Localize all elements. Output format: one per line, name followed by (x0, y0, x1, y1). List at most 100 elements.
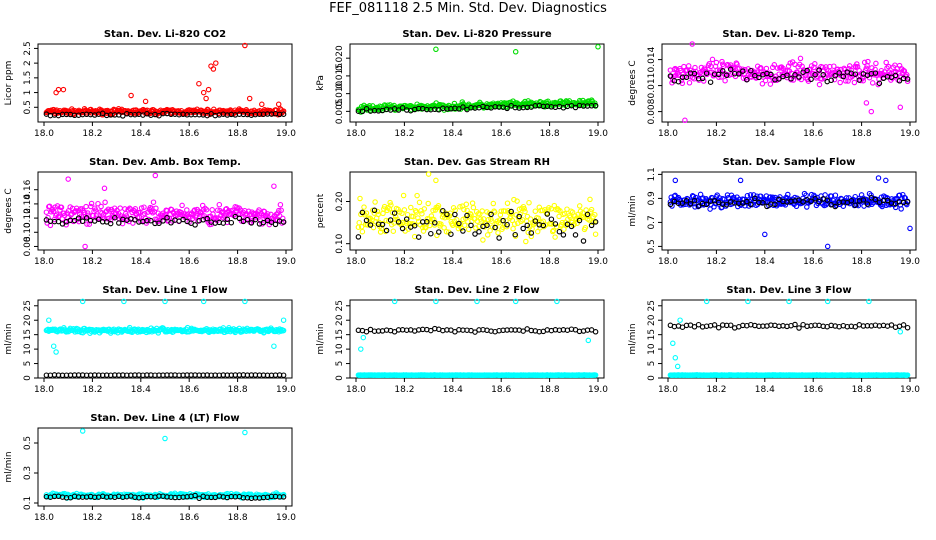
data-point-cyan (79, 298, 86, 305)
data-point-magenta (98, 203, 104, 210)
data-point-yellow (455, 225, 462, 232)
data-point-cyan (703, 298, 710, 305)
y-tick-label: 5 (335, 361, 345, 367)
data-point-magenta (141, 204, 147, 210)
data-point-black (892, 201, 899, 207)
data-point-magenta (837, 79, 843, 86)
data-point-black (836, 70, 842, 76)
data-point-magenta (276, 212, 283, 219)
plot-frame (661, 299, 917, 379)
data-point-black (244, 216, 251, 223)
y-tick-label: 1.1 (647, 167, 657, 181)
data-point-yellow (457, 204, 463, 210)
data-point-blue (907, 225, 913, 232)
y-tick-label: 0.16 (23, 179, 33, 199)
data-point-yellow (441, 225, 447, 231)
data-point-red (128, 92, 134, 99)
data-point-black (500, 217, 506, 224)
data-point-black (796, 74, 802, 80)
data-point-magenta (759, 81, 766, 87)
data-point-magenta (854, 61, 860, 67)
data-point-black (580, 238, 587, 244)
data-point-magenta (831, 63, 837, 69)
x-tick-label: 18.4 (755, 257, 775, 267)
y-axis-label: ml/min (4, 323, 14, 354)
data-point-magenta (869, 80, 876, 86)
data-point-red (203, 95, 209, 102)
data-point-magenta (671, 66, 678, 73)
panel-10: Stan. Dev. Line 4 (LT) Flow ml/min 18.0 18.… (4, 413, 296, 523)
data-point-magenta (771, 62, 778, 68)
data-point-yellow (470, 204, 477, 211)
x-tick-label: 19.0 (276, 257, 296, 267)
data-point-black (824, 197, 830, 203)
y-tick-label: 0.5 (647, 239, 657, 253)
data-point-magenta (685, 63, 692, 69)
data-point-black (667, 73, 674, 79)
data-point-red (242, 42, 248, 49)
data-point-black (492, 224, 498, 231)
data-point-black (592, 219, 599, 225)
x-tick-label: 18.2 (82, 513, 102, 523)
data-point-magenta (216, 201, 223, 208)
data-point-yellow (438, 221, 444, 227)
data-point-blue (758, 193, 764, 199)
panel-6: Stan. Dev. Sample Flow ml/min 18.0 18.2 18.4… (628, 157, 920, 267)
data-point-magenta (763, 65, 770, 72)
data-point-black (552, 221, 559, 227)
data-point-yellow (549, 228, 556, 235)
data-point-black (736, 71, 742, 77)
data-point-black (512, 231, 518, 238)
panel-title: Stan. Dev. Amb. Box Temp. (89, 157, 241, 168)
data-point-magenta (873, 60, 879, 67)
y-tick-label: 5 (23, 361, 33, 367)
data-point-black (528, 230, 535, 236)
data-point-magenta (868, 108, 875, 115)
data-point-cyan (358, 346, 364, 352)
data-point-yellow (357, 195, 363, 202)
data-point-black (164, 214, 170, 221)
data-point-magenta (56, 213, 62, 219)
y-tick-label: 10 (335, 343, 345, 355)
data-point-yellow (435, 203, 442, 209)
x-tick-label: 18.6 (803, 129, 823, 139)
data-point-magenta (213, 215, 219, 221)
data-point-black (55, 218, 62, 225)
data-point-black (411, 222, 418, 229)
data-point-yellow (361, 204, 367, 210)
y-tick-label: 20 (335, 314, 345, 326)
data-point-black (520, 328, 526, 334)
data-point-black (280, 219, 287, 225)
data-point-blue (744, 192, 751, 199)
data-point-magenta (884, 65, 890, 71)
data-point-blue (824, 243, 831, 250)
data-point-black (415, 234, 422, 240)
data-point-magenta (875, 81, 881, 88)
data-point-magenta (682, 117, 688, 124)
data-point-black (904, 76, 911, 82)
data-point-cyan (121, 298, 127, 305)
data-point-black (359, 209, 366, 216)
data-point-black (192, 492, 198, 499)
data-point-black (852, 71, 859, 77)
data-point-magenta (168, 206, 175, 213)
x-tick-label: 18.4 (755, 385, 775, 395)
data-point-magenta (166, 215, 173, 221)
data-point-black (748, 201, 754, 208)
data-point-yellow (514, 198, 520, 204)
panel-3: Stan. Dev. Li-820 Temp. degrees C 18.0 18.2… (628, 29, 920, 139)
x-tick-label: 18.8 (228, 513, 248, 523)
x-tick-label: 18.8 (228, 129, 248, 139)
data-point-black (436, 229, 442, 235)
data-point-black (744, 198, 750, 205)
data-point-yellow (539, 207, 546, 214)
y-tick-label: 0.014 (647, 46, 657, 72)
data-point-blue (672, 177, 679, 184)
page-title: FEF_081118 2.5 Min. Std. Dev. Diagnostic… (329, 1, 607, 16)
panel-title: Stan. Dev. Line 2 Flow (414, 285, 539, 296)
data-point-black (904, 324, 911, 331)
data-point-cyan (50, 343, 57, 349)
data-point-magenta (713, 59, 720, 66)
data-point-black (496, 235, 502, 241)
data-point-blue (875, 175, 882, 181)
